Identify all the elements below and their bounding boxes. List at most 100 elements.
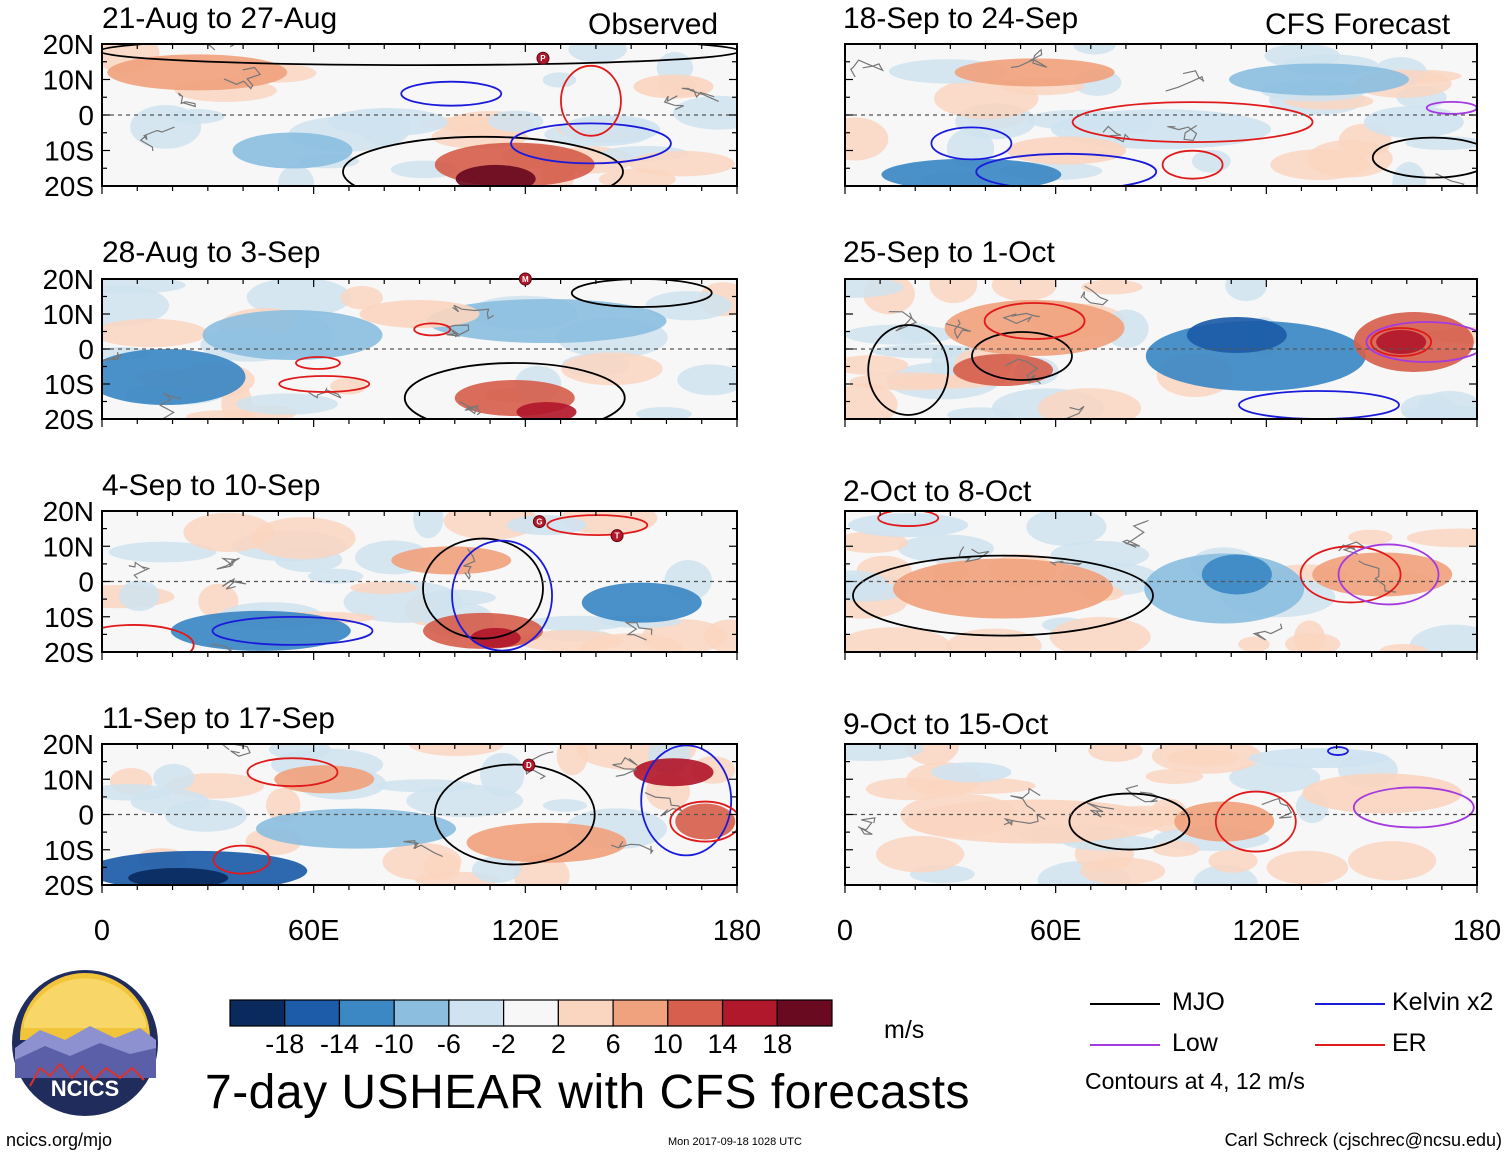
y-tick-label: 0 (78, 100, 94, 131)
colorbar-tick-label: 10 (653, 1029, 683, 1059)
shear-blob (1229, 63, 1409, 96)
shear-blob (542, 799, 588, 812)
shear-blob (1038, 388, 1142, 419)
y-tick-label: 20S (44, 637, 94, 668)
shear-blob (102, 279, 186, 294)
x-tick-label: 180 (1453, 915, 1501, 947)
colorbar-tick-label: -14 (320, 1029, 359, 1059)
shear-blob (102, 784, 172, 801)
contour-line (102, 44, 737, 66)
shear-blob (845, 355, 909, 375)
shear-blob (1026, 511, 1107, 546)
contour-line (1365, 321, 1477, 363)
shear-blob (153, 763, 195, 792)
contour-line (211, 615, 374, 646)
shear-blob (845, 570, 889, 601)
shear-blob (1208, 849, 1258, 873)
shear-blob (1348, 841, 1437, 881)
shear-blob (102, 349, 246, 405)
y-tick-label: 20S (44, 171, 94, 202)
colorbar-swatch (503, 999, 559, 1027)
shear-blob (168, 108, 225, 124)
contour-line (867, 324, 950, 416)
shear-blob (1379, 644, 1428, 652)
shear-blob (1006, 136, 1127, 165)
shear-blob (466, 822, 627, 863)
shear-blob (107, 54, 288, 91)
contour-line (983, 302, 1086, 340)
colorbar-swatch (393, 999, 450, 1027)
contour-line (294, 356, 341, 370)
shear-blob (1225, 279, 1267, 302)
shear-blob (1049, 616, 1151, 652)
contour-line (1299, 545, 1402, 604)
x-tick-label: 0 (94, 915, 110, 947)
y-tick-label: 20N (43, 264, 94, 295)
contour-line (930, 126, 1013, 161)
source-url[interactable]: ncics.org/mjo (6, 1130, 113, 1150)
author-credit: Carl Schreck (cjschrec@ncsu.edu) (1224, 1130, 1502, 1150)
contour-line (433, 763, 596, 866)
y-tick-label: 10N (43, 531, 94, 562)
x-tick-label: 120E (491, 915, 559, 947)
shear-blob (947, 407, 1013, 419)
units-label: m/s (884, 1016, 925, 1044)
shear-blob (633, 758, 714, 787)
storm-letter: M (522, 275, 529, 284)
shear-blob (845, 383, 898, 419)
shear-blob (330, 377, 367, 395)
shear-blob (246, 279, 352, 318)
coastline (958, 519, 1397, 641)
shear-blob (628, 150, 735, 177)
y-tick-label: 10S (44, 835, 94, 866)
storm-marker: M (518, 272, 532, 286)
shear-blob (673, 95, 737, 130)
colorbar-swatch (338, 999, 395, 1027)
shear-blob (1409, 624, 1477, 652)
contour-line (342, 135, 624, 186)
shear-blob (875, 835, 965, 873)
shear-blob (633, 74, 714, 99)
y-tick-label: 10S (44, 602, 94, 633)
panel-title-6: 25-Sep to 1-Oct (843, 236, 1055, 269)
shear-blob (848, 513, 969, 538)
contour-line (971, 331, 1073, 381)
shear-blob (675, 803, 736, 840)
shear-blob (251, 517, 356, 560)
legend-line-kelvin (1315, 1003, 1385, 1005)
shear-blob (845, 117, 889, 161)
shear-blob (274, 765, 375, 794)
colorbar-tick-label: 14 (708, 1029, 738, 1059)
storm-letter: P (540, 54, 546, 63)
panel-1: 20N 10N 0 10S 20S (43, 29, 738, 202)
contour-line (102, 624, 195, 652)
colorbar: -18 -14 -10 -6 -2 2 6 10 14 18 (229, 999, 833, 1059)
contour-line (546, 514, 649, 536)
shear-blob (455, 164, 536, 186)
colorbar-swatch (721, 999, 778, 1027)
shear-blob (845, 279, 904, 298)
shear-blob (1376, 330, 1427, 354)
shear-blob (1191, 149, 1231, 173)
contour-line (246, 757, 339, 788)
shear-blob (944, 300, 1125, 356)
contour-line (422, 537, 544, 640)
shear-blob (1306, 139, 1393, 178)
y-tick-label: 0 (78, 567, 94, 598)
panel-title-7: 2-Oct to 8-Oct (843, 475, 1032, 508)
shear-blob (340, 286, 383, 310)
colorbar-swatch (667, 999, 724, 1027)
shear-blob (327, 108, 448, 137)
coastline (139, 44, 719, 152)
shear-blob (1266, 850, 1349, 885)
shear-blob (1312, 552, 1453, 597)
contour-line (278, 375, 371, 393)
legend-er: ER (1392, 1029, 1427, 1057)
shear-blob (561, 352, 663, 386)
contour-line (1214, 790, 1297, 853)
shear-blob (845, 627, 952, 652)
shear-blob (1201, 554, 1272, 595)
shear-blob (1238, 636, 1270, 652)
shear-blob (118, 580, 160, 612)
contour-line (669, 800, 737, 843)
